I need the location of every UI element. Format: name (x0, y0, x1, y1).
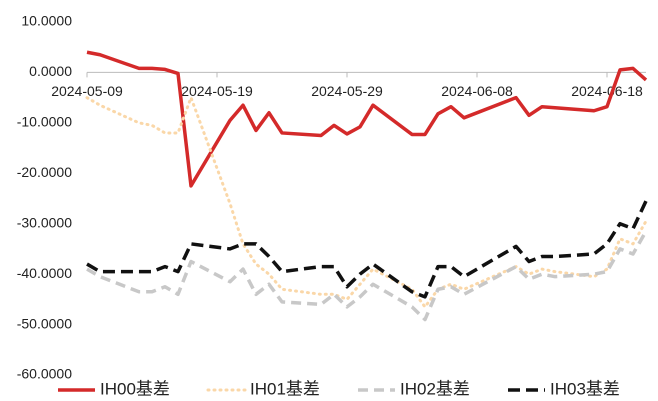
x-tick-label: 2024-05-29 (311, 83, 383, 99)
y-tick-label: -10.0000 (17, 114, 72, 130)
legend-label: IH02基差 (400, 379, 470, 398)
y-tick-label: -20.0000 (17, 164, 72, 180)
x-tick-label: 2024-06-18 (571, 83, 643, 99)
legend-label: IH00基差 (100, 379, 170, 398)
y-tick-label: -30.0000 (17, 214, 72, 230)
y-tick-label: -50.0000 (17, 315, 72, 331)
legend-label: IH03基差 (550, 379, 620, 398)
x-tick-label: 2024-05-09 (51, 83, 123, 99)
series-line (86, 200, 648, 299)
y-tick-label: 10.0000 (21, 13, 72, 29)
y-tick-label: -60.0000 (17, 366, 72, 382)
series-line (86, 230, 648, 322)
series-line (85, 96, 648, 309)
legend-label: IH01基差 (250, 379, 320, 398)
x-tick-label: 2024-06-08 (441, 83, 513, 99)
series-line (86, 50, 648, 188)
y-tick-label: -40.0000 (17, 265, 72, 281)
x-tick-label: 2024-05-19 (181, 83, 253, 99)
y-tick-label: 0.0000 (29, 63, 72, 79)
